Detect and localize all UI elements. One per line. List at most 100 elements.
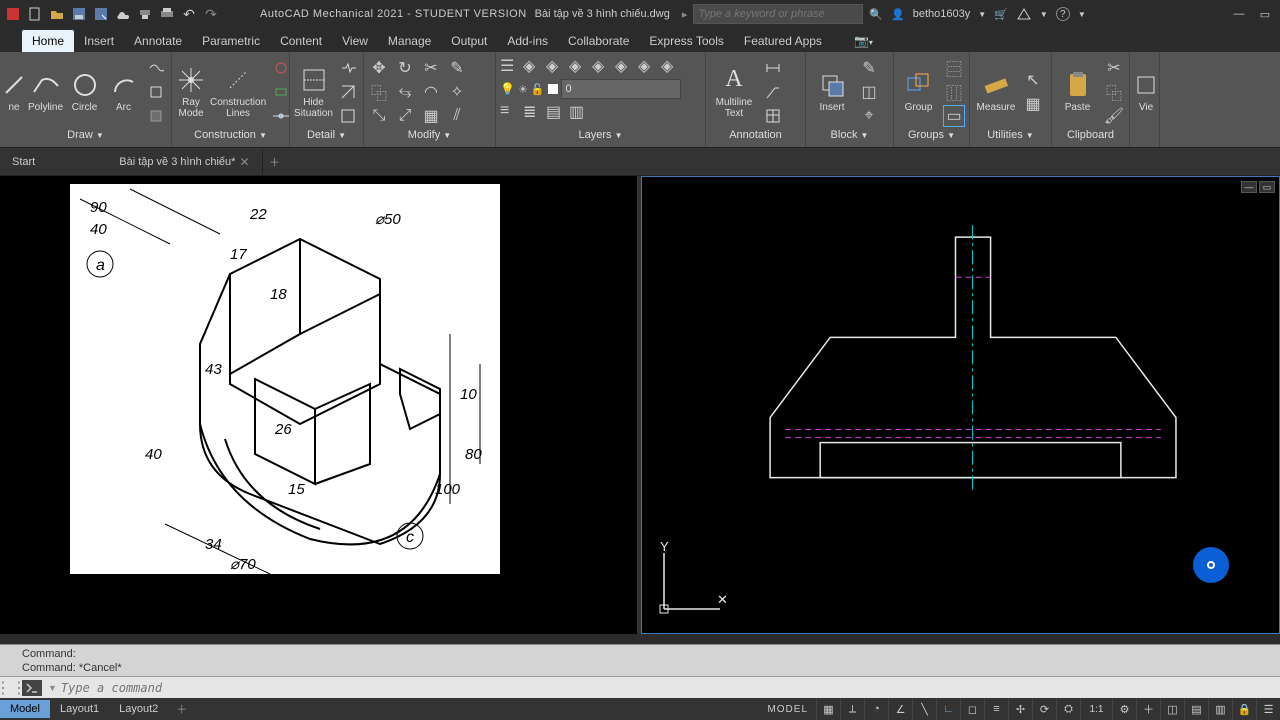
group-s2[interactable]: ⿲ [943, 81, 965, 103]
status-snap-icon[interactable]: ⟂ [840, 698, 864, 720]
offset-icon[interactable]: ⫽ [446, 105, 468, 127]
table-icon[interactable] [762, 105, 784, 127]
group-s1[interactable]: ⿳ [943, 57, 965, 79]
tab-insert[interactable]: Insert [74, 30, 124, 52]
hide-situation-button[interactable]: Hide Situation [294, 57, 333, 127]
viewport-left[interactable]: 90 40 22 ⌀50 17 18 43 26 10 80 100 40 15… [0, 176, 637, 634]
viewport-right[interactable]: — ▭ Y ✕ X [641, 176, 1280, 634]
block-s1[interactable]: ✎ [858, 57, 880, 79]
tab-manage[interactable]: Manage [378, 30, 441, 52]
status-plus-icon[interactable]: ＋ [1136, 698, 1160, 720]
status-ws-icon[interactable]: ◫ [1160, 698, 1184, 720]
group-s3[interactable]: ▭ [943, 105, 965, 127]
tab-annotate[interactable]: Annotate [124, 30, 192, 52]
maximize-button[interactable]: ▭ [1254, 6, 1276, 22]
mtext-button[interactable]: AMultiline Text [710, 57, 758, 127]
layer-ico-7[interactable]: ◈ [661, 56, 681, 76]
panel-layers-title[interactable]: Layers ▼ [500, 129, 701, 147]
search-input[interactable] [693, 4, 863, 24]
array-icon[interactable]: ▦ [420, 105, 442, 127]
layer-ico-6[interactable]: ◈ [638, 56, 658, 76]
ray-mode-button[interactable]: Ray Mode [176, 57, 206, 127]
app-menu-icon[interactable] [4, 5, 22, 23]
status-mon-icon[interactable]: ▤ [1184, 698, 1208, 720]
cons-small-1[interactable] [270, 57, 292, 79]
layer-ico-4[interactable]: ◈ [592, 56, 612, 76]
layer-prop-icon[interactable]: ☰ [500, 56, 520, 76]
insert-block-button[interactable]: Insert [810, 57, 854, 127]
layer-ico-5[interactable]: ◈ [615, 56, 635, 76]
doctab-start[interactable]: Start [0, 151, 47, 173]
panel-groups-title[interactable]: Groups ▼ [898, 129, 965, 147]
util-s1[interactable]: ↖ [1022, 69, 1044, 91]
status-polar-icon[interactable]: ∠ [888, 698, 912, 720]
fillet-icon[interactable]: ◠ [420, 81, 442, 103]
doctab-plus[interactable]: ＋ [263, 154, 287, 170]
polyline-button[interactable]: Polyline [28, 57, 63, 127]
redo-icon[interactable]: ↷ [202, 5, 220, 23]
cmdline-prompt-icon[interactable] [22, 680, 42, 696]
leader-icon[interactable] [762, 81, 784, 103]
cart-icon[interactable]: 🛒 [994, 8, 1008, 21]
autodesk-icon[interactable] [1016, 7, 1032, 21]
status-lwt-icon[interactable]: ≡ [984, 698, 1008, 720]
copy-icon[interactable]: ⿻ [368, 81, 390, 103]
detail-small-2[interactable] [337, 81, 359, 103]
tab-output[interactable]: Output [441, 30, 497, 52]
detail-small-3[interactable] [337, 105, 359, 127]
line-button[interactable]: ne [4, 57, 24, 127]
record-marker[interactable] [1193, 547, 1229, 583]
tab-express[interactable]: Express Tools [639, 30, 733, 52]
cmdline-grip-icon[interactable]: ⋮⋮ [4, 681, 18, 695]
autodesk-dropdown-icon[interactable]: ▼ [1040, 10, 1048, 19]
status-iso-icon[interactable]: ╲ [912, 698, 936, 720]
layer-b3[interactable]: ▤ [546, 102, 566, 120]
tab-collaborate[interactable]: Collaborate [558, 30, 639, 52]
panel-block-title[interactable]: Block ▼ [810, 129, 889, 147]
draw-small-2[interactable] [145, 81, 167, 103]
panel-detail-title[interactable]: Detail ▼ [294, 129, 359, 147]
cloud-icon[interactable] [114, 5, 132, 23]
trim-icon[interactable]: ✂ [420, 57, 442, 79]
print-icon[interactable] [158, 5, 176, 23]
cut-icon[interactable]: ✂ [1103, 57, 1125, 79]
status-lock-icon[interactable]: 🔒 [1232, 698, 1256, 720]
rotate-icon[interactable]: ↻ [394, 57, 416, 79]
panel-construction-title[interactable]: Construction ▼ [176, 129, 285, 147]
cmdline-chevron-icon[interactable]: ▼ [48, 683, 57, 693]
layer-ico-2[interactable]: ◈ [546, 56, 566, 76]
layout-tab-2[interactable]: Layout2 [109, 700, 168, 718]
help-icon[interactable]: ? [1056, 7, 1070, 21]
construction-lines-button[interactable]: Construction Lines [210, 57, 266, 127]
circle-button[interactable]: Circle [67, 57, 102, 127]
block-s3[interactable]: ⌖ [858, 105, 880, 127]
match-icon[interactable]: 🖌 [1103, 105, 1125, 127]
layer-b4[interactable]: ▥ [569, 102, 589, 120]
user-dropdown-icon[interactable]: ▼ [978, 10, 986, 19]
saveas-icon[interactable] [92, 5, 110, 23]
status-grid-icon[interactable]: ▦ [816, 698, 840, 720]
tab-parametric[interactable]: Parametric [192, 30, 270, 52]
layout-plus[interactable]: ＋ [168, 701, 195, 717]
doctab-close-icon[interactable]: ✕ [239, 155, 249, 169]
user-icon[interactable]: 👤 [891, 8, 905, 21]
status-gear-icon[interactable]: ⚙ [1112, 698, 1136, 720]
layout-tab-model[interactable]: Model [0, 700, 50, 718]
panel-draw-title[interactable]: Draw ▼ [4, 129, 167, 147]
layer-ico-3[interactable]: ◈ [569, 56, 589, 76]
panel-modify-title[interactable]: Modify ▼ [368, 129, 491, 147]
status-3dosnap-icon[interactable]: ◻ [960, 698, 984, 720]
dim-icon[interactable] [762, 57, 784, 79]
undo-icon[interactable]: ↶ [180, 5, 198, 23]
status-scale-label[interactable]: 1:1 [1080, 698, 1112, 720]
layer-b1[interactable]: ≡ [500, 102, 520, 120]
tab-home[interactable]: Home [22, 30, 74, 52]
copy-clip-icon[interactable]: ⿻ [1103, 81, 1125, 103]
status-ortho-icon[interactable]: ◔ [864, 698, 888, 720]
minimize-button[interactable]: — [1228, 6, 1250, 22]
mirror-icon[interactable]: ⥃ [394, 81, 416, 103]
command-input[interactable] [61, 681, 1276, 695]
cons-small-3[interactable] [270, 105, 292, 127]
detail-small-1[interactable] [337, 57, 359, 79]
status-cust-icon[interactable]: ☰ [1256, 698, 1280, 720]
